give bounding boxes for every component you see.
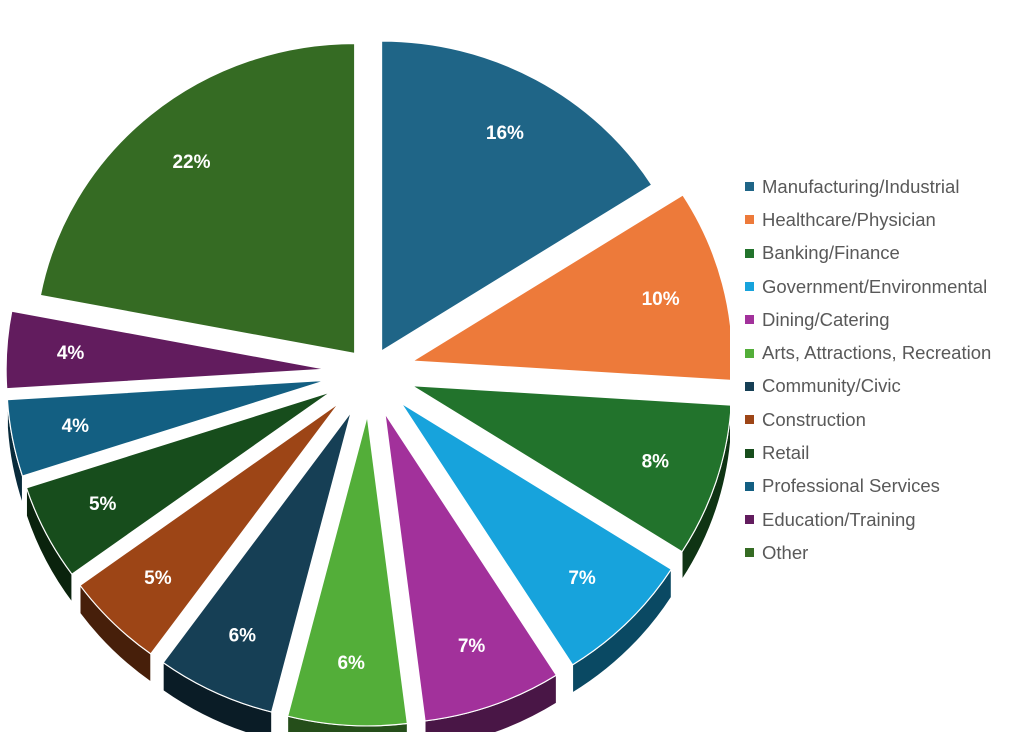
legend-item-arts-attractions-recreation[interactable]: Arts, Attractions, Recreation (745, 336, 991, 369)
slice-arts-attractions-recreation[interactable] (286, 415, 409, 727)
data-label-education-training: 4% (57, 343, 85, 364)
data-label-healthcare-physician: 10% (642, 289, 680, 310)
legend-label: Construction (762, 408, 866, 430)
data-label-banking-finance: 8% (642, 452, 670, 473)
legend-item-banking-finance[interactable]: Banking/Finance (745, 237, 991, 270)
data-label-construction: 5% (144, 568, 172, 589)
legend-label: Retail (762, 442, 810, 464)
legend-swatch (745, 282, 754, 292)
legend-label: Manufacturing/Industrial (762, 175, 960, 197)
legend-item-dining-catering[interactable]: Dining/Catering (745, 303, 991, 336)
pie-chart: 16% 10% 8% 7% 7% 6% 6% 5% 5% 4% 4% 22% (5, 40, 730, 732)
data-labels: 16% 10% 8% 7% 7% 6% 6% 5% 5% 4% 4% 22% (57, 123, 680, 674)
legend-item-retail[interactable]: Retail (745, 436, 991, 469)
data-label-arts-attractions-recreation: 6% (337, 653, 365, 674)
legend-label: Banking/Finance (762, 242, 900, 264)
legend-swatch (745, 515, 754, 525)
data-label-professional-services: 4% (62, 416, 90, 437)
legend-swatch (745, 415, 754, 425)
legend-item-government-environmental[interactable]: Government/Environmental (745, 270, 991, 303)
slice-healthcare-physician[interactable] (410, 194, 730, 382)
data-label-manufacturing-industrial: 16% (486, 123, 524, 144)
slice-construction[interactable] (79, 402, 340, 655)
legend-item-professional-services[interactable]: Professional Services (745, 470, 991, 503)
slice-retail[interactable] (25, 391, 332, 576)
legend-item-other[interactable]: Other (745, 536, 991, 569)
slice-manufacturing-industrial[interactable] (380, 40, 653, 353)
legend-item-construction[interactable]: Construction (745, 403, 991, 436)
legend-item-community-civic[interactable]: Community/Civic (745, 370, 991, 403)
legend: Manufacturing/Industrial Healthcare/Physi… (745, 170, 991, 570)
legend-label: Other (762, 541, 809, 563)
legend-item-healthcare-physician[interactable]: Healthcare/Physician (745, 203, 991, 236)
legend-swatch (745, 348, 754, 358)
legend-swatch (745, 481, 754, 491)
legend-label: Education/Training (762, 508, 916, 530)
legend-label: Dining/Catering (762, 308, 890, 330)
data-label-retail: 5% (89, 494, 117, 515)
legend-swatch (745, 315, 754, 325)
data-label-community-civic: 6% (229, 626, 257, 647)
slice-education-training[interactable] (5, 310, 327, 390)
slice-dining-catering[interactable] (384, 413, 558, 722)
data-label-dining-catering: 7% (458, 636, 486, 657)
legend-label: Community/Civic (762, 375, 901, 397)
legend-swatch (745, 448, 754, 458)
legend-item-manufacturing-industrial[interactable]: Manufacturing/Industrial (745, 170, 991, 203)
slice-government-environmental[interactable] (400, 402, 673, 666)
slice-other[interactable] (39, 42, 356, 355)
legend-swatch (745, 548, 754, 558)
data-label-other: 22% (172, 152, 210, 173)
legend-label: Government/Environmental (762, 275, 988, 297)
slice-faces (5, 40, 730, 727)
slice-professional-services[interactable] (6, 379, 327, 477)
legend-item-education-training[interactable]: Education/Training (745, 503, 991, 536)
legend-label: Professional Services (762, 475, 940, 497)
legend-swatch (745, 381, 754, 391)
slice-banking-finance[interactable] (411, 384, 730, 553)
legend-swatch (745, 215, 754, 225)
legend-swatch (745, 248, 754, 258)
data-label-government-environmental: 7% (568, 568, 596, 589)
slice-community-civic[interactable] (162, 411, 352, 713)
legend-label: Arts, Attractions, Recreation (762, 342, 992, 364)
legend-swatch (745, 182, 754, 192)
legend-label: Healthcare/Physician (762, 208, 936, 230)
